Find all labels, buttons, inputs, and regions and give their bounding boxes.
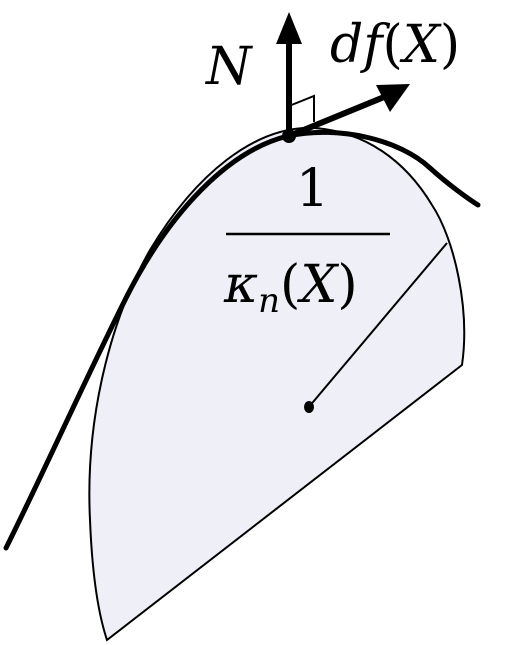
base-point (282, 129, 296, 143)
differential-label: df(X) (330, 15, 460, 75)
differential-open-paren: ( (383, 15, 403, 75)
osculating-disk (88, 126, 466, 642)
right-angle-icon (288, 94, 315, 122)
fraction-numerator: 1 (296, 159, 329, 219)
fraction-denominator: κn(X) (223, 255, 358, 321)
differential-var: X (399, 15, 442, 75)
denominator-close-paren: ) (337, 255, 357, 315)
denominator-var: X (296, 255, 339, 315)
tangent-vector-shaft (287, 94, 386, 139)
normal-arrow-head-icon (276, 12, 302, 44)
surface-curve (3, 129, 481, 551)
denominator-open-paren: ( (280, 255, 300, 315)
center-point (304, 401, 314, 413)
tangent-arrow-head-icon (376, 84, 410, 112)
normal-label: N (204, 37, 253, 97)
kappa-subscript: n (258, 281, 280, 321)
differential-close-paren: ) (440, 15, 460, 75)
differential-prefix: df (330, 15, 390, 75)
radius-line (307, 242, 448, 409)
kappa-symbol: κ (223, 255, 258, 315)
